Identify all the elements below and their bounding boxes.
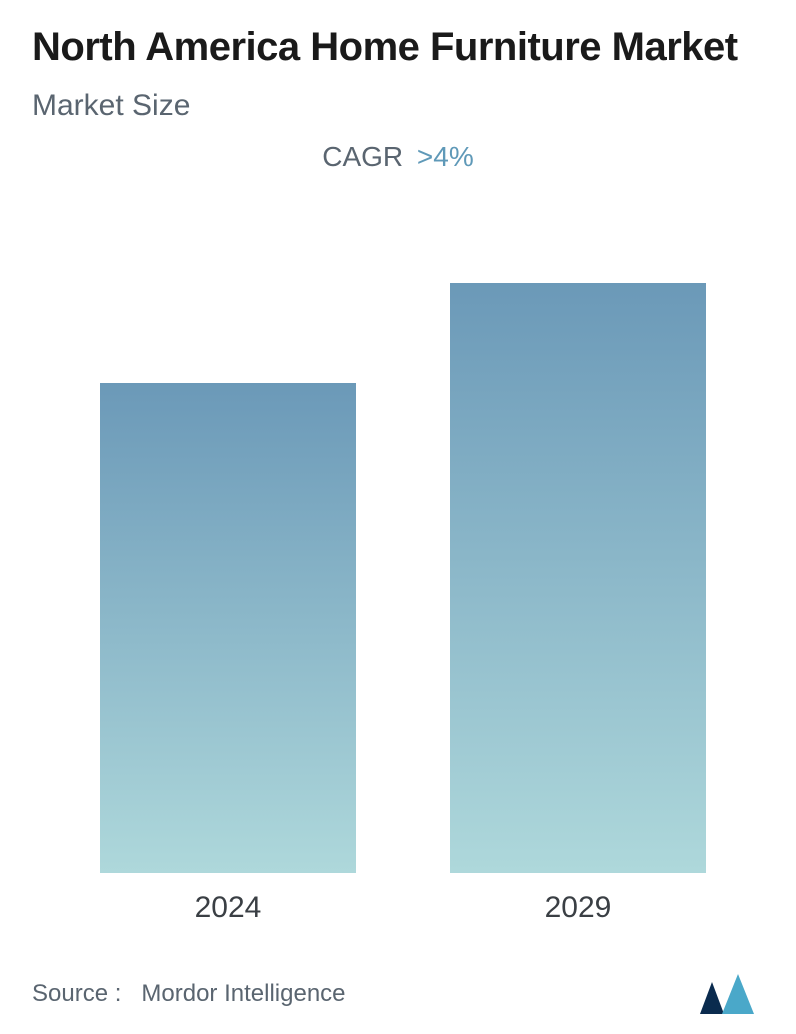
logo-right-triangle [722,974,754,1014]
cagr-value: >4% [417,141,474,172]
x-label-0: 2024 [100,891,356,925]
source-text: Source : Mordor Intelligence [32,980,346,1008]
logo-left-triangle [700,982,724,1014]
bar-2029 [450,283,706,873]
x-axis-labels: 2024 2029 [32,891,764,925]
footer: Source : Mordor Intelligence [32,974,764,1014]
bar-2024 [100,383,356,873]
page-title: North America Home Furniture Market [32,24,764,71]
source-name: Mordor Intelligence [141,980,345,1007]
bar-chart [32,193,764,873]
cagr-label: CAGR [322,141,403,172]
brand-logo-icon [700,974,764,1014]
subtitle: Market Size [32,89,764,123]
x-label-1: 2029 [450,891,706,925]
cagr-row: CAGR >4% [32,141,764,173]
source-label: Source : [32,980,121,1007]
